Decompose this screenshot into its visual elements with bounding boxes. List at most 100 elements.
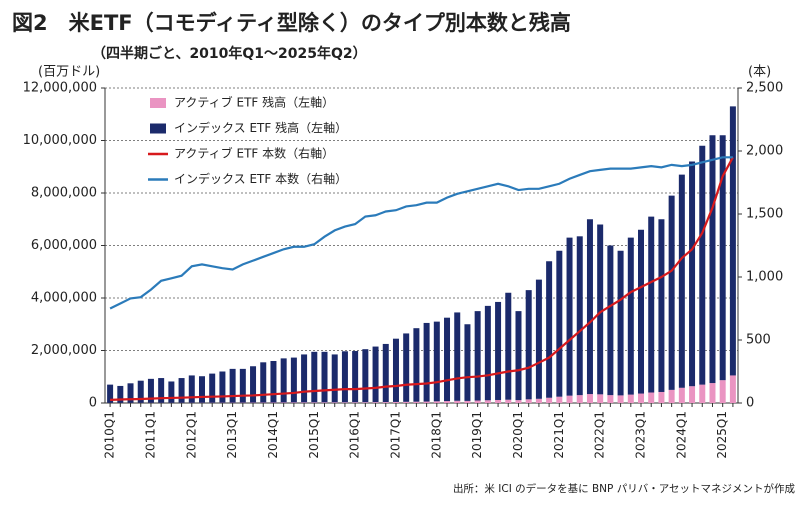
y-axis-label: (百万ドル) [38,65,100,80]
bar-segment [311,402,318,403]
bar-segment [678,174,685,388]
bar-segment [352,402,359,403]
y2-tick-label: 2,500 [746,81,783,96]
y-tick-label: 2,000,000 [31,343,97,358]
bar-segment [709,383,716,403]
bar-segment [290,402,297,403]
bar-segment [658,391,665,403]
bar-segment [658,219,665,392]
bar-segment [444,317,451,402]
bar-segment [515,311,522,401]
legend-label: アクティブ ETF 本数（右軸） [174,146,334,161]
bar-segment [198,376,205,403]
bar-segment [260,362,267,403]
bar-segment [678,387,685,403]
bar-segment [413,328,420,402]
bar-segment [341,351,348,403]
bar-segment [474,400,481,403]
y2-tick-label: 0 [746,396,754,411]
bar-segment [331,402,338,403]
bar-segment [372,346,379,403]
bar-segment [719,135,726,381]
bar-segment [535,398,542,403]
bar-segment [423,322,430,402]
y2-tick-label: 1,000 [746,270,783,285]
bar-segment [372,402,379,403]
y-tick-label: 10,000,000 [23,133,97,148]
bar-segment [699,145,706,385]
bar-segment [321,402,328,403]
bar-segment [638,229,645,394]
x-tick-label: 2017Q1 [388,411,402,459]
bar-segment [178,378,185,403]
bar-segment [566,237,573,396]
x-tick-label: 2016Q1 [348,411,362,459]
bar-segment [719,380,726,403]
bar-segment [617,395,624,403]
x-tick-label: 2014Q1 [266,411,280,459]
y2-tick-label: 2,000 [746,144,783,159]
bar-segment [290,357,297,403]
bar-segment [597,224,604,395]
bar-segment [301,354,308,403]
bar-segment [495,301,502,400]
y2-tick-label: 1,500 [746,207,783,222]
y2-axis-label: (本) [748,65,771,80]
x-tick-label: 2019Q1 [470,411,484,459]
bar-segment [454,312,461,401]
bar-segment [229,368,236,403]
legend-label: インデックス ETF 残高（左軸） [174,120,347,135]
source-note: 出所：米 ICI のデータを基に BNP パリバ・アセットマネジメントが作成 [453,482,796,495]
bar-segment [331,354,338,403]
x-tick-label: 2022Q1 [593,411,607,459]
bar-segment [433,321,440,402]
legend-swatch [150,98,166,108]
bar-segment [168,381,175,403]
bar-segment [239,368,246,403]
bar-segment [137,380,144,403]
bar-segment [617,250,624,396]
bar-segment [627,394,634,403]
bar-segment [413,401,420,403]
bar-segment [147,378,154,403]
bar-segment [699,384,706,403]
bar-segment [576,236,583,396]
x-tick-label: 2025Q1 [715,411,729,459]
legend-swatch [150,123,166,134]
bar-segment [709,135,716,384]
bar-segment [423,401,430,403]
bar-segment [352,351,359,403]
bar-segment [638,393,645,403]
bar-segment [689,386,696,403]
chart-title: 図2 米ETF（コモディティ型除く）のタイプ別本数と残高 [12,11,571,35]
bar-segment [535,279,542,399]
bar-segment [321,351,328,403]
bar-segment [270,361,277,403]
y-tick-label: 0 [89,396,97,411]
bar-segment [362,349,369,403]
bar-segment [556,396,563,403]
bar-segment [515,400,522,403]
x-tick-label: 2015Q1 [307,411,321,459]
bar-segment [392,401,399,403]
bar-segment [158,378,165,403]
bar-segment [188,375,195,403]
x-tick-label: 2013Q1 [225,411,239,459]
y-tick-label: 6,000,000 [31,238,97,253]
bar-segment [127,383,134,403]
bar-segment [454,400,461,403]
bar-segment [107,384,114,403]
bar-segment [648,216,655,393]
x-tick-label: 2020Q1 [511,411,525,459]
y-tick-label: 4,000,000 [31,291,97,306]
x-tick-label: 2023Q1 [634,411,648,459]
x-tick-label: 2012Q1 [184,411,198,459]
bar-segment [362,402,369,403]
bar-segment [433,401,440,403]
bar-segment [484,400,491,403]
x-tick-label: 2018Q1 [429,411,443,459]
line-series [110,156,734,401]
bar-segment [627,237,634,395]
bar-segment [311,351,318,403]
bar-segment [505,399,512,403]
